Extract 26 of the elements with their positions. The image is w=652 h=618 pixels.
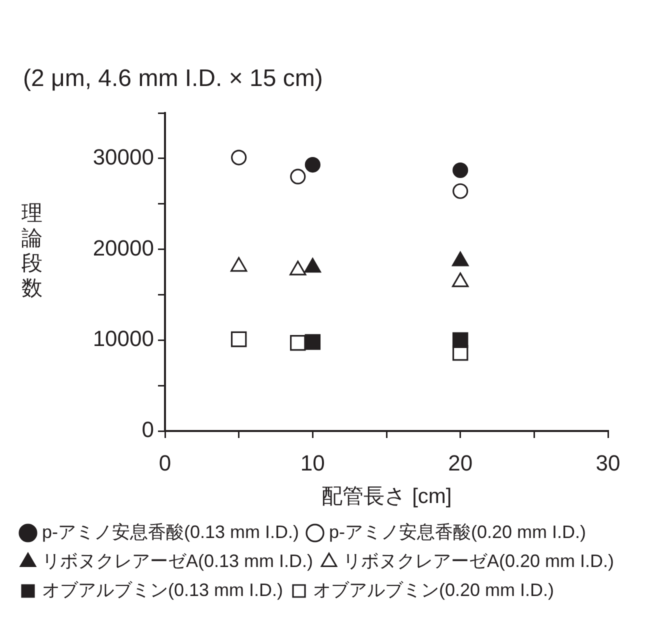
point (452, 162, 468, 178)
x-axis-title: 配管長さ [cm] (321, 485, 452, 508)
point (452, 332, 468, 348)
point (304, 334, 321, 350)
legend-label: オブアルブミン(0.20 mm I.D.) (313, 580, 554, 600)
x-tick-label: 20 (448, 450, 473, 476)
y-tick-label: 30000 (92, 144, 154, 170)
y-tick-label: 10000 (92, 326, 154, 352)
legend-label: p-アミノ安息香酸(0.20 mm I.D.) (329, 522, 586, 542)
y-tick-label: 20000 (92, 235, 154, 260)
y-tick-label: 0 (142, 417, 154, 442)
chart-title: (2 μm, 4.6 mm I.D. × 15 cm) (23, 65, 323, 93)
point (452, 183, 468, 199)
point (231, 150, 247, 166)
point (230, 331, 247, 348)
point (304, 156, 320, 173)
legend-label: p-アミノ安息香酸(0.13 mm I.D.) (42, 522, 300, 542)
legend-label: リボヌクレアーゼA(0.20 mm I.D.) (343, 550, 614, 571)
y-axis-title: 理論段数 (21, 201, 43, 301)
legend-label: リボヌクレアーゼA(0.13 mm I.D.) (42, 550, 314, 571)
x-tick-label: 10 (300, 450, 325, 476)
x-tick-label: 0 (158, 450, 172, 476)
point (290, 168, 306, 184)
x-tick-label: 30 (596, 450, 620, 476)
point (290, 335, 306, 351)
legend-label: オブアルブミン(0.13 mm I.D.) (42, 580, 284, 600)
